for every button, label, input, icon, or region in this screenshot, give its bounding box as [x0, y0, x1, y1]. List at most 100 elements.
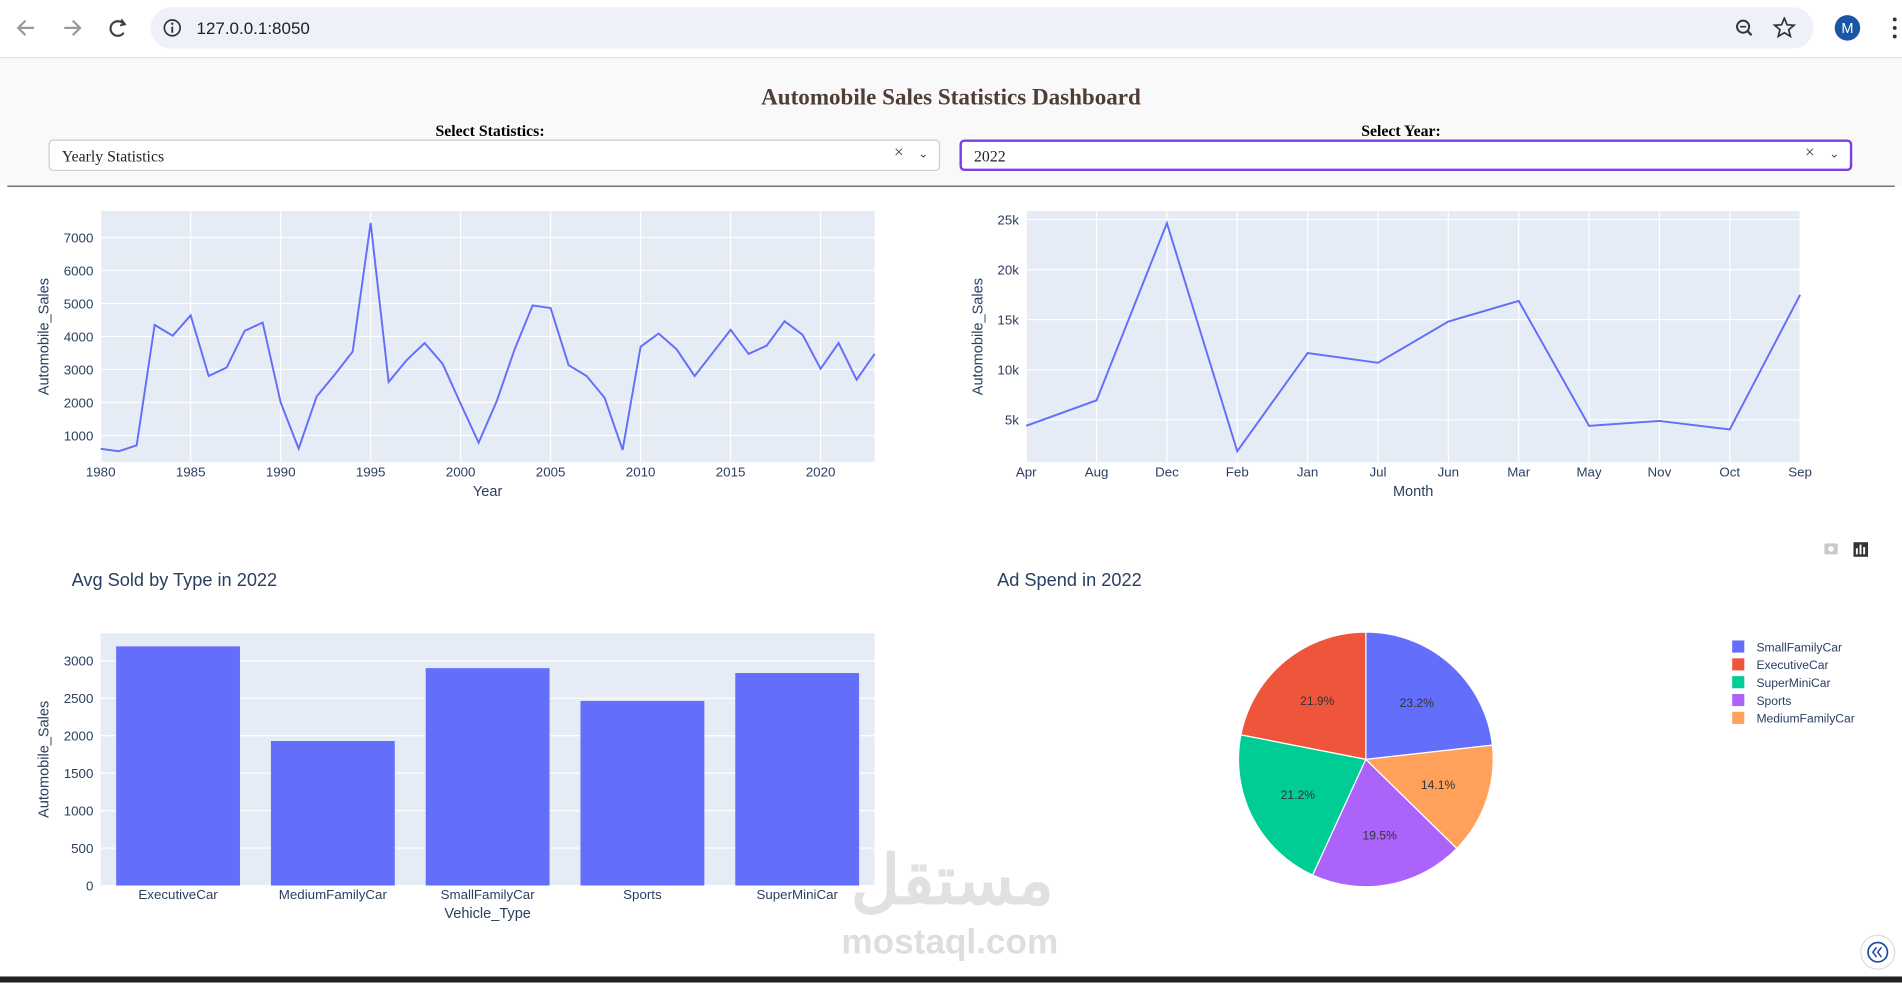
- x-tick-label: MediumFamilyCar: [279, 887, 388, 902]
- pie-slice: [1240, 631, 1367, 761]
- x-tick-label: 1985: [176, 465, 206, 480]
- bar: [425, 668, 550, 886]
- dashboard-title: Automobile Sales Statistics Dashboard: [761, 84, 1141, 111]
- x-tick-label: Jan: [1297, 465, 1319, 480]
- x-axis-title: Year: [473, 484, 503, 500]
- avatar-letter: M: [1841, 21, 1853, 37]
- statistics-dropdown[interactable]: Yearly Statistics × ⌄: [48, 139, 941, 172]
- pie-slice: [1311, 758, 1458, 888]
- modebar[interactable]: [1824, 542, 1869, 557]
- legend-swatch: [1732, 640, 1745, 653]
- data-line: [1025, 220, 1801, 454]
- legend-swatch: [1732, 711, 1745, 724]
- x-tick-label: Mar: [1507, 465, 1531, 480]
- dropdown-value: Yearly Statistics: [61, 146, 165, 165]
- x-axis-title: Vehicle_Type: [444, 906, 531, 922]
- y-tick-label: 1000: [64, 803, 94, 818]
- legend-label: Sports: [1756, 694, 1791, 708]
- y-tick-label: 1500: [64, 766, 94, 781]
- x-tick-label: Dec: [1155, 465, 1179, 480]
- legend-swatch: [1732, 676, 1745, 689]
- pie-slice: [1237, 734, 1367, 876]
- y-tick-label: 0: [86, 878, 93, 893]
- x-tick-label: SmallFamilyCar: [441, 887, 536, 902]
- dashboard-header: Automobile Sales Statistics Dashboard Se…: [0, 58, 1902, 186]
- x-tick-label: 2000: [446, 465, 476, 480]
- watermark: مستقل: [851, 844, 1054, 919]
- site-info-icon[interactable]: [163, 18, 182, 37]
- x-tick-label: 1990: [266, 465, 296, 480]
- address-icons[interactable]: [1732, 16, 1805, 39]
- x-tick-label: Feb: [1226, 465, 1249, 480]
- x-tick-label: Sports: [623, 887, 662, 902]
- y-tick-label: 4000: [64, 329, 94, 344]
- legend-swatch: [1732, 658, 1745, 671]
- dropdown-label: Select Year:: [1361, 121, 1441, 140]
- y-tick-label: 6000: [64, 263, 94, 278]
- bar: [270, 741, 395, 886]
- year-dropdown[interactable]: 2022 × ⌄: [959, 139, 1853, 172]
- y-tick-label: 5k: [1005, 413, 1019, 428]
- y-axis-title: Automobile_Sales: [971, 278, 987, 395]
- x-tick-label: 1995: [356, 465, 386, 480]
- divider: [7, 185, 1895, 187]
- x-tick-label: 1980: [86, 465, 116, 480]
- legend-label: SmallFamilyCar: [1756, 640, 1842, 654]
- bar: [580, 700, 705, 886]
- address-bar[interactable]: 127.0.0.1:8050: [150, 7, 1814, 49]
- x-tick-label: Jun: [1438, 465, 1459, 480]
- y-tick-label: 500: [71, 841, 93, 856]
- x-tick-label: 2005: [536, 465, 566, 480]
- x-tick-label: 2010: [626, 465, 656, 480]
- y-tick-label: 10k: [997, 363, 1019, 378]
- y-tick-label: 2000: [64, 729, 94, 744]
- y-axis-title: Automobile_Sales: [37, 278, 53, 395]
- legend-label: SuperMiniCar: [1756, 676, 1830, 690]
- y-axis-title: Automobile_Sales: [37, 701, 53, 818]
- x-tick-label: Apr: [1016, 465, 1037, 480]
- dropdown-label: Select Statistics:: [435, 121, 545, 140]
- pie-slice: [1364, 744, 1494, 850]
- y-tick-label: 15k: [997, 312, 1019, 327]
- x-tick-label: Sep: [1788, 465, 1812, 480]
- chart-title: Ad Spend in 2022: [997, 570, 1142, 590]
- bar: [735, 673, 860, 886]
- x-tick-label: ExecutiveCar: [138, 887, 218, 902]
- slice-label: 19.5%: [1363, 828, 1398, 842]
- slice-label: 14.1%: [1421, 778, 1456, 792]
- y-tick-label: 3000: [64, 654, 94, 669]
- y-tick-label: 2000: [64, 395, 94, 410]
- dropdown-value: 2022: [974, 146, 1006, 165]
- data-line: [100, 222, 876, 453]
- slice-label: 21.9%: [1300, 694, 1335, 708]
- x-tick-label: 2020: [806, 465, 836, 480]
- url-text: 127.0.0.1:8050: [196, 18, 310, 38]
- legend-label: MediumFamilyCar: [1756, 712, 1854, 726]
- x-tick-label: Jul: [1369, 465, 1386, 480]
- x-axis-title: Month: [1393, 484, 1433, 500]
- slice-label: 21.2%: [1281, 788, 1316, 802]
- y-tick-label: 3000: [64, 362, 94, 377]
- bottom-strip: [0, 976, 1902, 983]
- profile-area[interactable]: M: [1832, 13, 1902, 45]
- nav-buttons[interactable]: [0, 0, 146, 57]
- debug-toggle[interactable]: [1860, 934, 1896, 970]
- y-tick-label: 7000: [64, 230, 94, 245]
- y-tick-label: 5000: [64, 296, 94, 311]
- x-tick-label: SuperMiniCar: [756, 887, 838, 902]
- x-tick-label: Oct: [1719, 465, 1740, 480]
- x-tick-label: 2015: [716, 465, 746, 480]
- legend-swatch: [1732, 693, 1745, 707]
- browser-toolbar: 127.0.0.1:8050 M: [0, 0, 1902, 59]
- pie-slice: [1365, 631, 1494, 761]
- x-tick-label: Nov: [1648, 465, 1672, 480]
- x-tick-label: May: [1576, 465, 1602, 480]
- y-tick-label: 1000: [64, 428, 94, 443]
- legend-label: ExecutiveCar: [1756, 658, 1828, 672]
- y-tick-label: 2500: [64, 691, 94, 706]
- y-tick-label: 20k: [997, 262, 1019, 277]
- watermark: mostaql.com: [841, 922, 1058, 961]
